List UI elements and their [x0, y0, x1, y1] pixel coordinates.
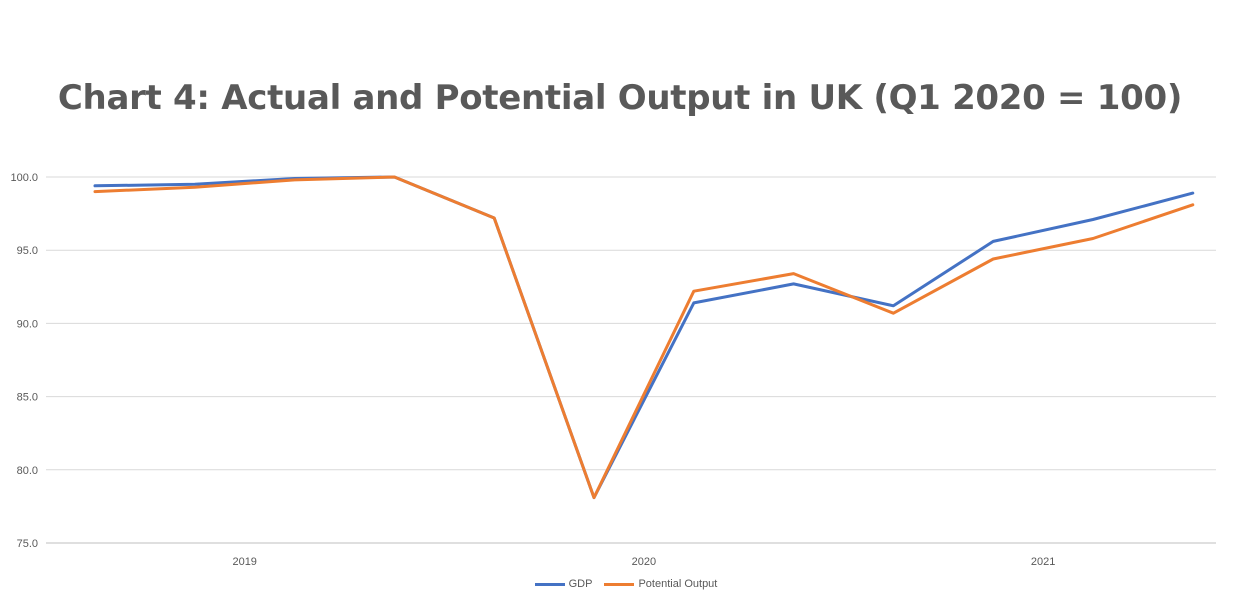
y-tick-label: 85.0 [17, 392, 38, 404]
series-line-potential-output [93, 175, 1195, 500]
y-tick-label: 95.0 [17, 245, 38, 257]
gridlines [46, 176, 1216, 544]
legend-item-gdp: GDP [534, 578, 593, 590]
y-tick-label: 80.0 [17, 465, 38, 477]
x-axis-ticks: 2019 2020 2021 [232, 556, 1055, 568]
series-lines [93, 175, 1195, 500]
legend-swatch-gdp [534, 582, 565, 586]
legend-item-potential-output: Potential Output [604, 578, 717, 590]
legend-label-potential-output: Potential Output [638, 578, 718, 590]
y-tick-label: 75.0 [17, 538, 38, 550]
series-line-gdp [93, 175, 1195, 500]
y-tick-label: 100.0 [10, 172, 38, 184]
legend: GDP Potential Output [0, 578, 1252, 590]
x-tick-label: 2021 [1031, 556, 1055, 568]
chart-title: Chart 4: Actual and Potential Output in … [57, 78, 1183, 118]
legend-swatch-potential-output [604, 582, 635, 586]
legend-label-gdp: GDP [568, 578, 593, 590]
x-tick-label: 2020 [632, 556, 656, 568]
x-tick-label: 2019 [232, 556, 256, 568]
y-tick-label: 90.0 [17, 318, 38, 330]
y-axis-ticks: 75.0 80.0 85.0 90.0 95.0 100.0 [10, 172, 38, 550]
